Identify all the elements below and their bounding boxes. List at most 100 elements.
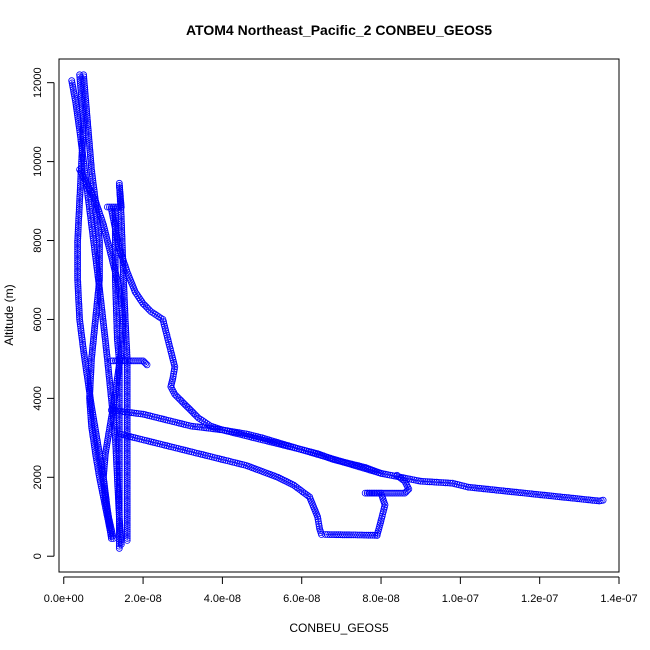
data-point [123, 348, 131, 356]
data-point [115, 511, 123, 518]
data-point [75, 302, 83, 310]
data-point [543, 491, 551, 499]
data-point [78, 151, 86, 159]
data-point [105, 372, 113, 380]
data-point [115, 520, 123, 527]
data-point [87, 362, 95, 369]
data-point [76, 311, 83, 319]
data-point [82, 103, 90, 111]
plot-frame [58, 58, 620, 573]
data-point [87, 377, 94, 385]
data-point [471, 484, 479, 492]
data-point [237, 429, 245, 437]
data-point [170, 368, 178, 375]
data-point [345, 531, 353, 539]
data-point [78, 331, 85, 339]
data-point [95, 234, 103, 242]
data-point [437, 479, 445, 486]
data-point [104, 359, 112, 367]
y-tick-label: 2000 [32, 465, 44, 489]
data-point [115, 445, 123, 453]
data-point [98, 467, 106, 475]
data-point [123, 537, 131, 544]
data-point [111, 276, 119, 284]
data-point [74, 276, 81, 284]
data-point [80, 77, 88, 85]
data-point [506, 488, 514, 495]
data-point [216, 426, 224, 434]
data-point [123, 443, 131, 451]
data-point [112, 387, 119, 395]
data-point [116, 186, 124, 194]
data-point [91, 322, 99, 330]
data-point [114, 342, 122, 350]
data-point [74, 289, 82, 297]
data-point [85, 203, 93, 211]
data-point [85, 138, 93, 145]
x-tick-label: 2.0e-08 [124, 593, 161, 605]
data-point [536, 491, 544, 499]
data-point [74, 226, 82, 234]
data-point [74, 252, 81, 260]
data-point [115, 515, 123, 523]
data-point [108, 526, 115, 533]
data-point [214, 425, 222, 433]
data-point [89, 177, 97, 185]
data-point [100, 473, 107, 481]
data-point [99, 313, 107, 321]
data-point [123, 489, 131, 496]
data-point [74, 113, 82, 121]
series-9 [322, 531, 381, 539]
data-point [115, 480, 123, 488]
y-tick-label: 10000 [32, 146, 44, 177]
data-point [114, 346, 122, 354]
data-point [119, 315, 127, 323]
data-point [90, 437, 98, 445]
data-point [111, 260, 119, 268]
data-point [517, 489, 524, 497]
data-point [464, 483, 472, 491]
data-point [123, 465, 131, 472]
data-point [74, 243, 81, 251]
data-point [74, 250, 81, 258]
data-point [75, 300, 83, 308]
data-point [86, 383, 94, 391]
data-point [86, 142, 93, 150]
data-point [99, 317, 107, 325]
data-point [115, 361, 123, 369]
data-point [87, 214, 95, 222]
data-point [76, 315, 83, 323]
data-point [123, 526, 131, 533]
data-point [115, 397, 123, 404]
data-point [110, 407, 117, 414]
data-point [113, 469, 121, 477]
data-point [397, 489, 405, 497]
data-point [123, 497, 131, 505]
data-point [589, 496, 596, 504]
data-point [75, 298, 83, 306]
data-point [83, 110, 91, 117]
data-point [386, 471, 394, 479]
series-line [365, 474, 410, 536]
data-point [75, 204, 83, 212]
data-point [106, 375, 113, 383]
data-point [100, 326, 108, 334]
data-point [115, 438, 123, 446]
data-point [87, 216, 95, 224]
data-point [349, 531, 357, 539]
data-point [92, 315, 99, 323]
data-point [85, 129, 92, 137]
data-point [100, 324, 108, 332]
data-point [78, 144, 86, 152]
data-point [95, 280, 103, 288]
data-point [121, 298, 128, 306]
data-point [324, 531, 332, 538]
data-point [114, 480, 121, 488]
data-point [113, 311, 120, 319]
data-point [115, 240, 122, 248]
data-point [408, 476, 416, 483]
data-point [86, 146, 94, 154]
data-point [121, 311, 129, 319]
data-point [77, 325, 85, 332]
data-point [90, 329, 98, 337]
